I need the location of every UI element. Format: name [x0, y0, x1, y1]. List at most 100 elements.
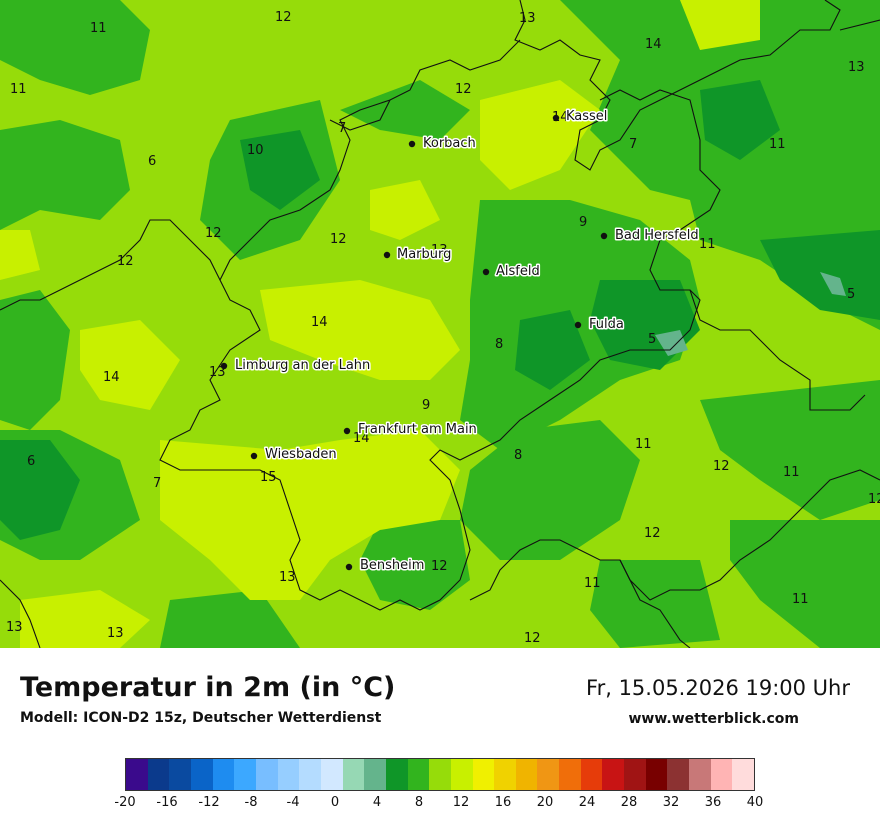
- temp-label: 11: [783, 465, 800, 480]
- temp-label: 12: [644, 526, 661, 541]
- legend-tick-label: 40: [746, 795, 764, 810]
- city-label: Limburg an der Lahn: [235, 358, 370, 373]
- temp-label: 12: [524, 631, 541, 646]
- temp-label: 8: [514, 448, 522, 463]
- city-label: Alsfeld: [496, 264, 540, 279]
- forecast-datetime: Fr, 15.05.2026 19:00 Uhr: [586, 676, 850, 700]
- temp-label: 12: [117, 254, 134, 269]
- model-info: Modell: ICON-D2 15z, Deutscher Wetterdie…: [20, 710, 382, 726]
- temp-label: 13: [848, 60, 865, 75]
- legend-swatch: [667, 759, 690, 790]
- legend-swatch: [494, 759, 516, 790]
- city-wiesbaden: Wiesbaden: [250, 446, 338, 464]
- temp-label: 14: [353, 431, 370, 446]
- legend-swatch: [472, 759, 495, 790]
- legend-tick-label: 12: [452, 795, 470, 810]
- legend-swatch: [234, 759, 256, 790]
- legend-tick-label: 4: [372, 795, 382, 810]
- legend-swatch: [277, 759, 300, 790]
- legend-tick-label: -16: [156, 795, 178, 810]
- temp-label: 11: [90, 21, 107, 36]
- temp-label: 6: [148, 154, 156, 169]
- temp-label: 6: [27, 454, 35, 469]
- legend-swatch: [212, 759, 235, 790]
- legend-tick-label: 8: [414, 795, 424, 810]
- temp-label: 12: [455, 82, 472, 97]
- temperature-labels: 11 12 13 14 11 13 12 7 6 10 14 7 11 12 1…: [6, 10, 880, 646]
- city-frankfurt: Frankfurt am Main: [343, 421, 478, 439]
- legend-swatch: [169, 759, 191, 790]
- temp-label: 9: [579, 215, 587, 230]
- temp-label: 11: [699, 237, 716, 252]
- city-limburg: Limburg an der Lahn: [220, 357, 372, 375]
- legend-tick-label: 28: [620, 795, 638, 810]
- legend-swatch: [429, 759, 451, 790]
- legend-swatch: [385, 759, 408, 790]
- legend-tick-label: 16: [494, 795, 512, 810]
- temp-label: 11: [635, 437, 652, 452]
- city-bad-hersfeld: Bad Hersfeld: [600, 227, 700, 245]
- legend-swatch: [537, 759, 560, 790]
- legend-swatch: [126, 759, 148, 790]
- temp-label: 14: [552, 110, 569, 125]
- temp-label: 5: [847, 287, 855, 302]
- city-label: Fulda: [589, 317, 624, 332]
- legend-tick-label: -12: [198, 795, 220, 810]
- legend-swatch: [450, 759, 473, 790]
- warm-green-areas: [0, 0, 880, 648]
- temp-label: 13: [6, 620, 23, 635]
- temp-label: 7: [338, 121, 346, 136]
- temperature-map: 11 12 13 14 11 13 12 7 6 10 14 7 11 12 1…: [0, 0, 880, 648]
- temp-label: 11: [769, 137, 786, 152]
- temp-label: 13: [209, 365, 226, 380]
- temp-label: 14: [311, 315, 328, 330]
- temp-label: 13: [279, 570, 296, 585]
- city-label: Wiesbaden: [265, 447, 337, 462]
- map-canvas: 11 12 13 14 11 13 12 7 6 10 14 7 11 12 1…: [0, 0, 880, 648]
- region-borders: [0, 0, 880, 648]
- legend-swatch: [515, 759, 538, 790]
- legend-swatch: [147, 759, 170, 790]
- legend-swatch: [190, 759, 213, 790]
- city-bensheim: Bensheim: [345, 557, 426, 575]
- temp-label: 12: [868, 492, 880, 507]
- legend-swatch: [342, 759, 365, 790]
- legend-swatch: [255, 759, 278, 790]
- legend-tick-label: 32: [662, 795, 680, 810]
- legend-swatch: [580, 759, 603, 790]
- legend-ticks: -20 -16 -12 -8 -4 0 4 8 12 16 20 24 28 32 36 40: [114, 795, 763, 815]
- cold-spots: [655, 272, 846, 356]
- legend-swatch: [364, 759, 386, 790]
- legend-swatch: [710, 759, 733, 790]
- legend-tick-label: 20: [536, 795, 554, 810]
- temp-label: 7: [629, 137, 637, 152]
- city-label: Korbach: [423, 136, 476, 151]
- color-legend: [125, 758, 755, 791]
- city-label: Bensheim: [360, 558, 424, 573]
- temp-label: 11: [584, 576, 601, 591]
- city-label: Marburg: [397, 247, 451, 262]
- temp-label: 5: [648, 332, 656, 347]
- city-alsfeld: Alsfeld: [482, 263, 541, 281]
- legend-swatch: [299, 759, 321, 790]
- temp-label: 12: [713, 459, 730, 474]
- temp-label: 15: [260, 470, 277, 485]
- city-label: Frankfurt am Main: [358, 422, 477, 437]
- temp-label: 10: [247, 143, 264, 158]
- city-label: Kassel: [566, 109, 607, 124]
- legend-tick-label: -8: [244, 795, 258, 810]
- legend-tick-label: 24: [578, 795, 596, 810]
- temp-label: 14: [103, 370, 120, 385]
- legend-swatch: [732, 759, 755, 790]
- cool-green-areas: [0, 80, 880, 540]
- temp-label: 11: [792, 592, 809, 607]
- legend-tick-label: -4: [286, 795, 300, 810]
- temp-label: 13: [431, 243, 448, 258]
- temp-label: 12: [275, 10, 292, 25]
- warmest-areas: [0, 0, 760, 648]
- legend-swatch: [559, 759, 581, 790]
- website-link[interactable]: www.wetterblick.com: [628, 711, 800, 727]
- legend-tick-label: -20: [114, 795, 136, 810]
- legend-tick-label: 36: [704, 795, 722, 810]
- temp-label: 12: [330, 232, 347, 247]
